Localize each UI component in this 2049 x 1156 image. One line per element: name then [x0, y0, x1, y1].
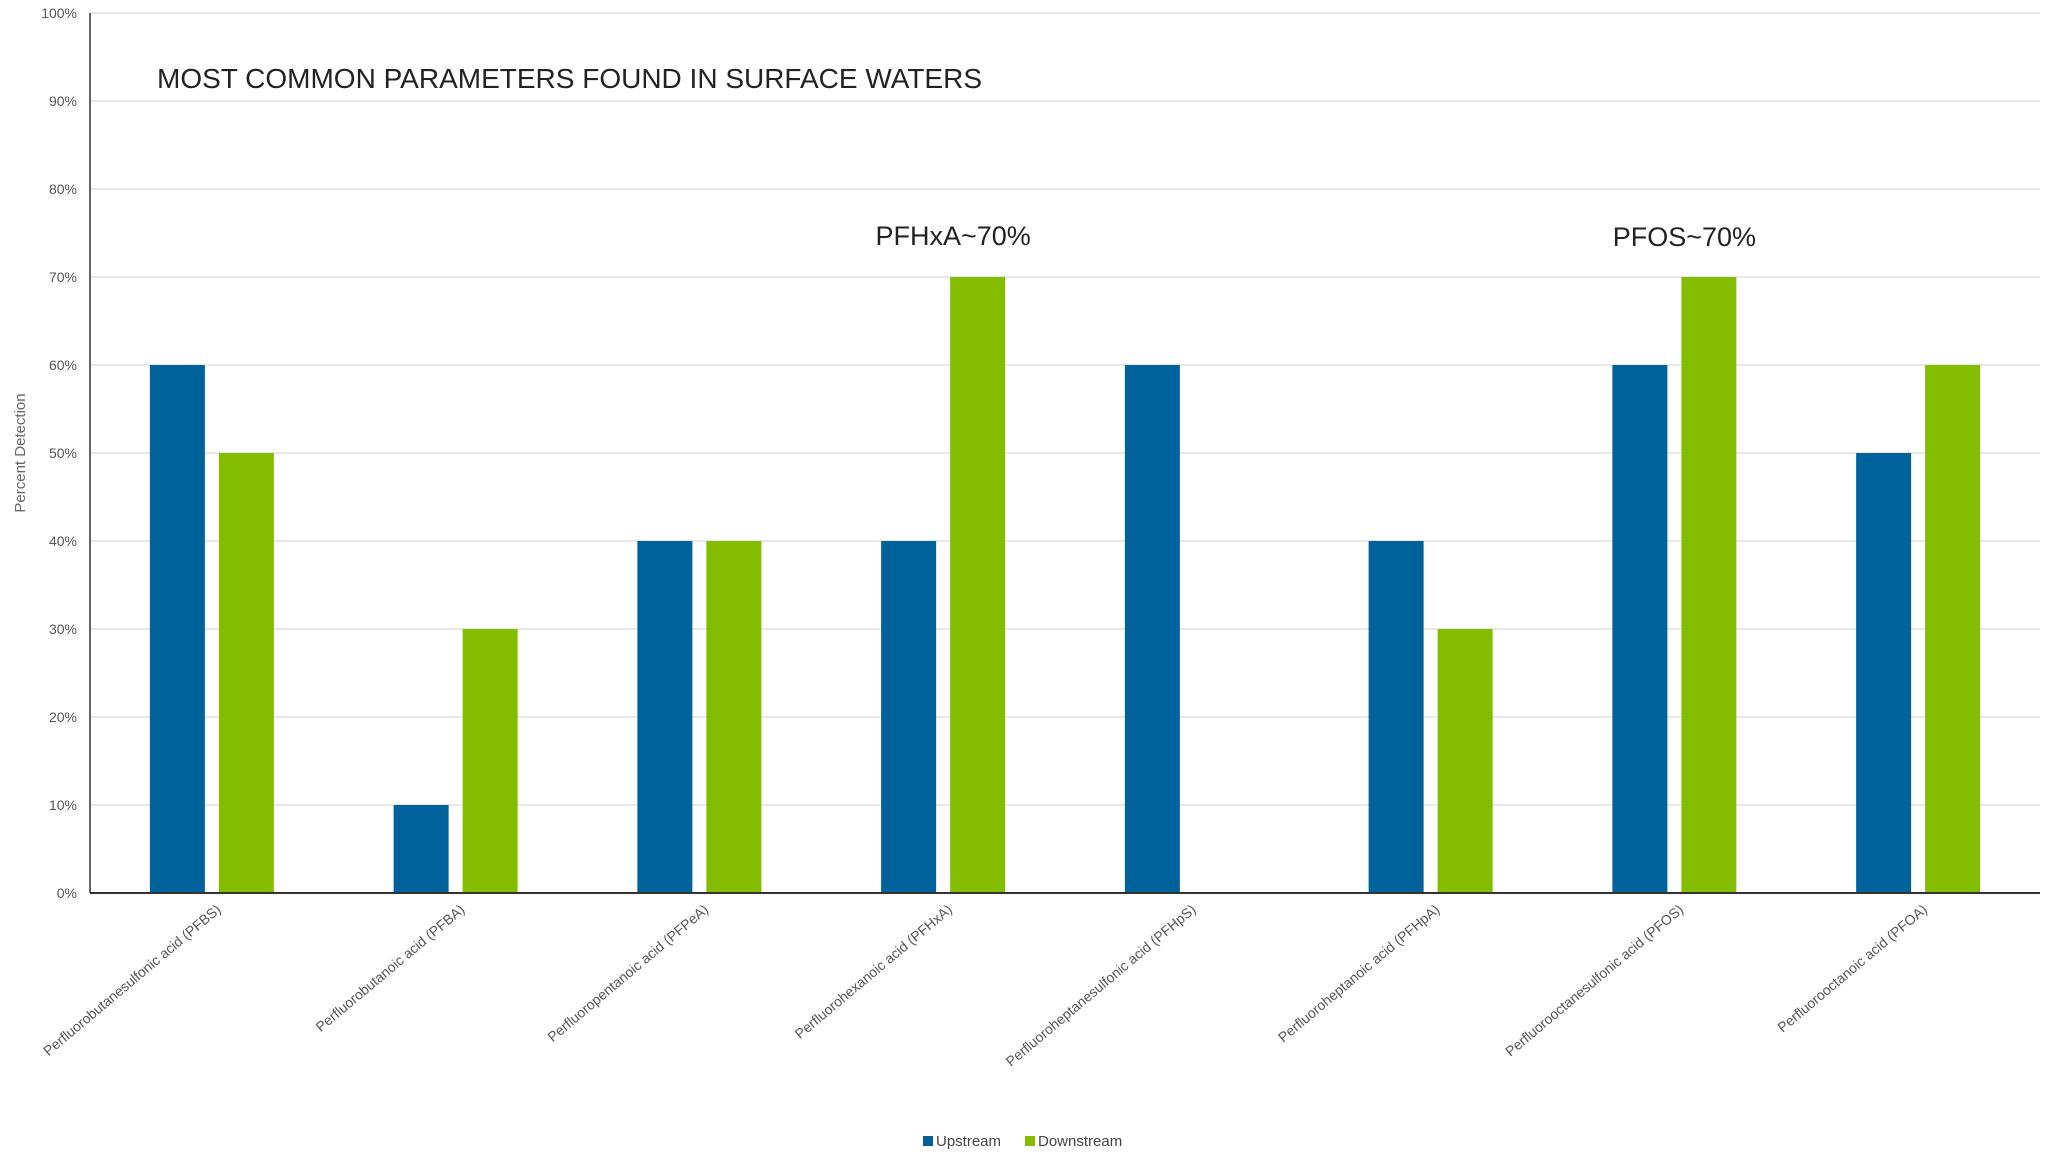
- bar-downstream-1: [462, 629, 518, 893]
- legend: Upstream Downstream: [923, 1133, 1122, 1150]
- bar-downstream-3: [950, 277, 1006, 893]
- y-tick-label: 90%: [49, 93, 77, 109]
- y-axis-label: Percent Detection: [12, 393, 29, 512]
- legend-label-downstream: Downstream: [1038, 1133, 1122, 1150]
- y-tick-label: 40%: [49, 533, 77, 549]
- x-tick-label: Perfluoroheptanesulfonic acid (PFHpS): [1003, 901, 1199, 1069]
- bar-upstream-4: [1124, 365, 1180, 893]
- chart-title: MOST COMMON PARAMETERS FOUND IN SURFACE …: [157, 63, 982, 94]
- bar-downstream-5: [1437, 629, 1493, 893]
- bar-downstream-7: [1925, 365, 1981, 893]
- x-tick-labels: Perfluorobutanesulfonic acid (PFBS) Perfl…: [40, 901, 1930, 1069]
- y-tick-label: 30%: [49, 621, 77, 637]
- y-tick-label: 70%: [49, 269, 77, 285]
- y-tick-labels: 0% 10% 20% 30% 40% 50% 60% 70% 80% 90% 100%: [41, 5, 77, 901]
- legend-swatch-downstream: [1025, 1136, 1035, 1146]
- y-tick-label: 10%: [49, 797, 77, 813]
- y-tick-label: 60%: [49, 357, 77, 373]
- bar-upstream-5: [1368, 541, 1424, 893]
- bar-upstream-3: [881, 541, 937, 893]
- gridlines: [90, 12, 2040, 806]
- bar-upstream-2: [637, 541, 693, 893]
- x-tick-label: Perfluorooctanoic acid (PFOA): [1774, 901, 1930, 1035]
- annotation-pfhxa: PFHxA~70%: [875, 221, 1030, 251]
- x-tick-label: Perfluorobutanesulfonic acid (PFBS): [40, 901, 224, 1059]
- x-tick-label: Perfluorohexanoic acid (PFHxA): [792, 901, 955, 1042]
- x-tick-label: Perfluorooctanesulfonic acid (PFOS): [1502, 901, 1686, 1059]
- bar-upstream-0: [149, 365, 205, 893]
- bar-upstream-6: [1612, 365, 1668, 893]
- bar-upstream-1: [393, 805, 449, 893]
- bar-downstream-2: [706, 541, 762, 893]
- axes: [89, 13, 2040, 894]
- y-tick-label: 80%: [49, 181, 77, 197]
- y-tick-label: 100%: [41, 5, 77, 21]
- bar-upstream-7: [1856, 453, 1912, 893]
- y-tick-label: 50%: [49, 445, 77, 461]
- annotation-pfos: PFOS~70%: [1613, 222, 1756, 252]
- x-tick-label: Perfluorobutanoic acid (PFBA): [312, 901, 467, 1035]
- x-tick-label: Perfluoroheptanoic acid (PFHpA): [1275, 901, 1443, 1045]
- x-tick-label: Perfluoropentanoic acid (PFPeA): [544, 901, 711, 1045]
- bar-downstream-0: [218, 453, 274, 893]
- legend-swatch-upstream: [923, 1136, 933, 1146]
- legend-label-upstream: Upstream: [936, 1133, 1001, 1150]
- y-tick-label: 0%: [57, 885, 77, 901]
- y-tick-label: 20%: [49, 709, 77, 725]
- bar-downstream-6: [1681, 277, 1737, 893]
- bars: [149, 277, 1981, 893]
